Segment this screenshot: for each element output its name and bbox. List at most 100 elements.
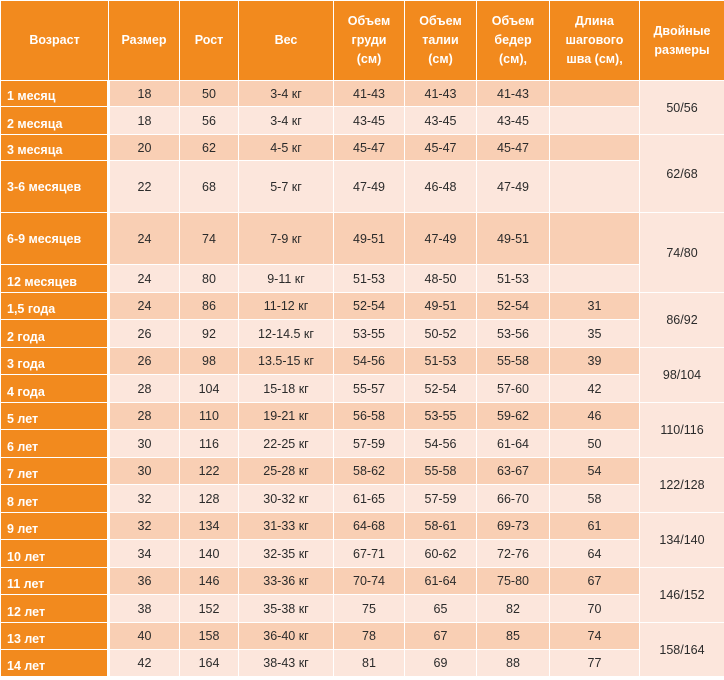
chest-cell: 52-54 — [333, 292, 405, 320]
height-cell: 50 — [179, 80, 239, 107]
height-cell: 134 — [179, 512, 239, 540]
table-row: 4 года 28 104 15-18 кг 55-57 52-54 57-60… — [0, 374, 724, 403]
hips-cell: 47-49 — [476, 160, 550, 213]
inseam-cell: 58 — [549, 484, 640, 513]
inseam-cell: 42 — [549, 374, 640, 403]
table-row: 12 лет 38 152 35-38 кг 75 65 82 70 — [0, 594, 724, 623]
table-row: 12 месяцев 24 80 9-11 кг 51-53 48-50 51-… — [0, 264, 724, 293]
inseam-cell: 35 — [549, 319, 640, 348]
hips-cell: 53-56 — [476, 319, 550, 348]
age-cell: 1 месяц — [0, 80, 110, 107]
waist-cell: 61-64 — [404, 567, 477, 595]
inseam-cell: 46 — [549, 402, 640, 430]
inseam-cell: 64 — [549, 539, 640, 568]
inseam-cell: 70 — [549, 594, 640, 623]
age-cell: 3 года — [0, 347, 110, 375]
waist-cell: 54-56 — [404, 429, 477, 458]
size-cell: 30 — [108, 457, 180, 485]
waist-cell: 43-45 — [404, 106, 477, 135]
double-size-cell: 146/152 — [639, 567, 724, 623]
age-cell: 6 лет — [0, 429, 110, 458]
waist-cell: 57-59 — [404, 484, 477, 513]
inseam-cell — [549, 106, 640, 135]
age-cell: 13 лет — [0, 622, 110, 650]
size-cell: 28 — [108, 374, 180, 403]
hips-cell: 69-73 — [476, 512, 550, 540]
waist-cell: 48-50 — [404, 264, 477, 293]
age-cell: 3 месяца — [0, 134, 110, 161]
inseam-cell: 50 — [549, 429, 640, 458]
size-cell: 24 — [108, 292, 180, 320]
header-size: Размер — [108, 0, 180, 81]
waist-cell: 53-55 — [404, 402, 477, 430]
inseam-cell: 31 — [549, 292, 640, 320]
chest-cell: 64-68 — [333, 512, 405, 540]
size-cell: 26 — [108, 319, 180, 348]
table-row: 11 лет 36 146 33-36 кг 70-74 61-64 75-80… — [0, 567, 724, 623]
table-row: 2 месяца 18 56 3-4 кг 43-45 43-45 43-45 — [0, 106, 724, 135]
weight-cell: 11-12 кг — [238, 292, 334, 320]
weight-cell: 9-11 кг — [238, 264, 334, 293]
height-cell: 56 — [179, 106, 239, 135]
double-size-cell: 98/104 — [639, 347, 724, 403]
hips-cell: 49-51 — [476, 212, 550, 265]
height-cell: 74 — [179, 212, 239, 265]
table-row: 9 лет 32 134 31-33 кг 64-68 58-61 69-73 … — [0, 512, 724, 568]
table-row: 3 года 26 98 13.5-15 кг 54-56 51-53 55-5… — [0, 347, 724, 403]
height-cell: 158 — [179, 622, 239, 650]
hips-cell: 45-47 — [476, 134, 550, 161]
age-cell: 6-9 месяцев — [0, 212, 110, 265]
inseam-cell: 39 — [549, 347, 640, 375]
height-cell: 98 — [179, 347, 239, 375]
inseam-cell: 61 — [549, 512, 640, 540]
waist-cell: 69 — [404, 649, 477, 677]
height-cell: 140 — [179, 539, 239, 568]
size-cell: 24 — [108, 212, 180, 265]
hips-cell: 57-60 — [476, 374, 550, 403]
inseam-cell — [549, 160, 640, 213]
chest-cell: 61-65 — [333, 484, 405, 513]
weight-cell: 3-4 кг — [238, 106, 334, 135]
double-size-cell: 50/56 — [639, 80, 724, 135]
size-cell: 34 — [108, 539, 180, 568]
age-cell: 8 лет — [0, 484, 110, 513]
header-hips: Объем бедер (см), — [476, 0, 550, 81]
table-row: 6-9 месяцев 24 74 7-9 кг 49-51 47-49 49-… — [0, 212, 724, 293]
height-cell: 86 — [179, 292, 239, 320]
table-row: 14 лет 42 164 38-43 кг 81 69 88 77 — [0, 649, 724, 677]
size-cell: 40 — [108, 622, 180, 650]
double-size-cell: 158/164 — [639, 622, 724, 677]
hips-cell: 66-70 — [476, 484, 550, 513]
weight-cell: 32-35 кг — [238, 539, 334, 568]
age-cell: 3-6 месяцев — [0, 160, 110, 213]
height-cell: 152 — [179, 594, 239, 623]
age-cell: 14 лет — [0, 649, 110, 677]
table-row: 5 лет 28 110 19-21 кг 56-58 53-55 59-62 … — [0, 402, 724, 458]
inseam-cell — [549, 80, 640, 107]
inseam-cell — [549, 134, 640, 161]
weight-cell: 22-25 кг — [238, 429, 334, 458]
age-cell: 12 месяцев — [0, 264, 110, 293]
size-cell: 32 — [108, 512, 180, 540]
size-cell: 36 — [108, 567, 180, 595]
hips-cell: 41-43 — [476, 80, 550, 107]
chest-cell: 56-58 — [333, 402, 405, 430]
weight-cell: 31-33 кг — [238, 512, 334, 540]
chest-cell: 49-51 — [333, 212, 405, 265]
inseam-cell: 74 — [549, 622, 640, 650]
header-weight: Вес — [238, 0, 334, 81]
chest-cell: 58-62 — [333, 457, 405, 485]
table-row: 1 месяц 18 50 3-4 кг 41-43 41-43 41-43 5… — [0, 80, 724, 135]
chest-cell: 41-43 — [333, 80, 405, 107]
size-cell: 18 — [108, 80, 180, 107]
weight-cell: 33-36 кг — [238, 567, 334, 595]
chest-cell: 81 — [333, 649, 405, 677]
height-cell: 116 — [179, 429, 239, 458]
weight-cell: 4-5 кг — [238, 134, 334, 161]
chest-cell: 53-55 — [333, 319, 405, 348]
hips-cell: 43-45 — [476, 106, 550, 135]
age-cell: 2 года — [0, 319, 110, 348]
waist-cell: 47-49 — [404, 212, 477, 265]
double-size-cell: 62/68 — [639, 134, 724, 213]
